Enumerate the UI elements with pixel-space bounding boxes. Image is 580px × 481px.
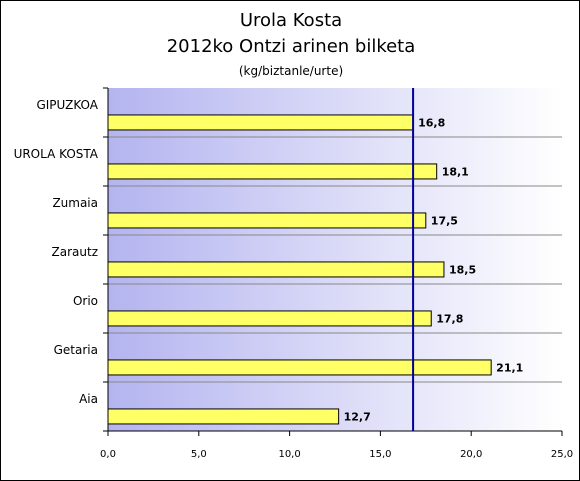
bar — [107, 114, 414, 131]
x-tick-label: 5,0 — [191, 449, 207, 460]
category-label: UROLA KOSTA — [14, 147, 99, 161]
bar — [107, 408, 340, 425]
x-tick-label: 20,0 — [460, 449, 482, 460]
chart-subtitle: 2012ko Ontzi arinen bilketa — [166, 36, 416, 57]
bar — [107, 359, 492, 376]
category-label: Getaria — [54, 343, 98, 357]
data-label: 12,7 — [344, 410, 371, 423]
category-label: Orio — [73, 294, 98, 308]
bar — [107, 310, 432, 327]
data-label: 18,5 — [449, 263, 476, 276]
data-label: 21,1 — [496, 361, 523, 374]
x-tick-label: 0,0 — [100, 449, 116, 460]
x-tick-label: 25,0 — [551, 449, 573, 460]
chart-title: Urola Kosta — [239, 10, 343, 31]
data-label: 18,1 — [442, 165, 469, 178]
bar — [107, 212, 427, 229]
category-label: Zarautz — [52, 245, 98, 259]
category-label: Zumaia — [52, 196, 98, 210]
data-label: 17,5 — [431, 214, 458, 227]
chart-unit-label: (kg/biztanle/urte) — [238, 64, 344, 78]
x-tick-label: 15,0 — [369, 449, 391, 460]
category-label: Aia — [79, 392, 98, 406]
bar — [107, 163, 438, 180]
data-label: 16,8 — [418, 116, 445, 129]
data-label: 17,8 — [436, 312, 463, 325]
x-tick-label: 10,0 — [278, 449, 300, 460]
plot-background — [108, 88, 562, 431]
category-label: GIPUZKOA — [36, 98, 98, 112]
bar — [107, 261, 445, 278]
